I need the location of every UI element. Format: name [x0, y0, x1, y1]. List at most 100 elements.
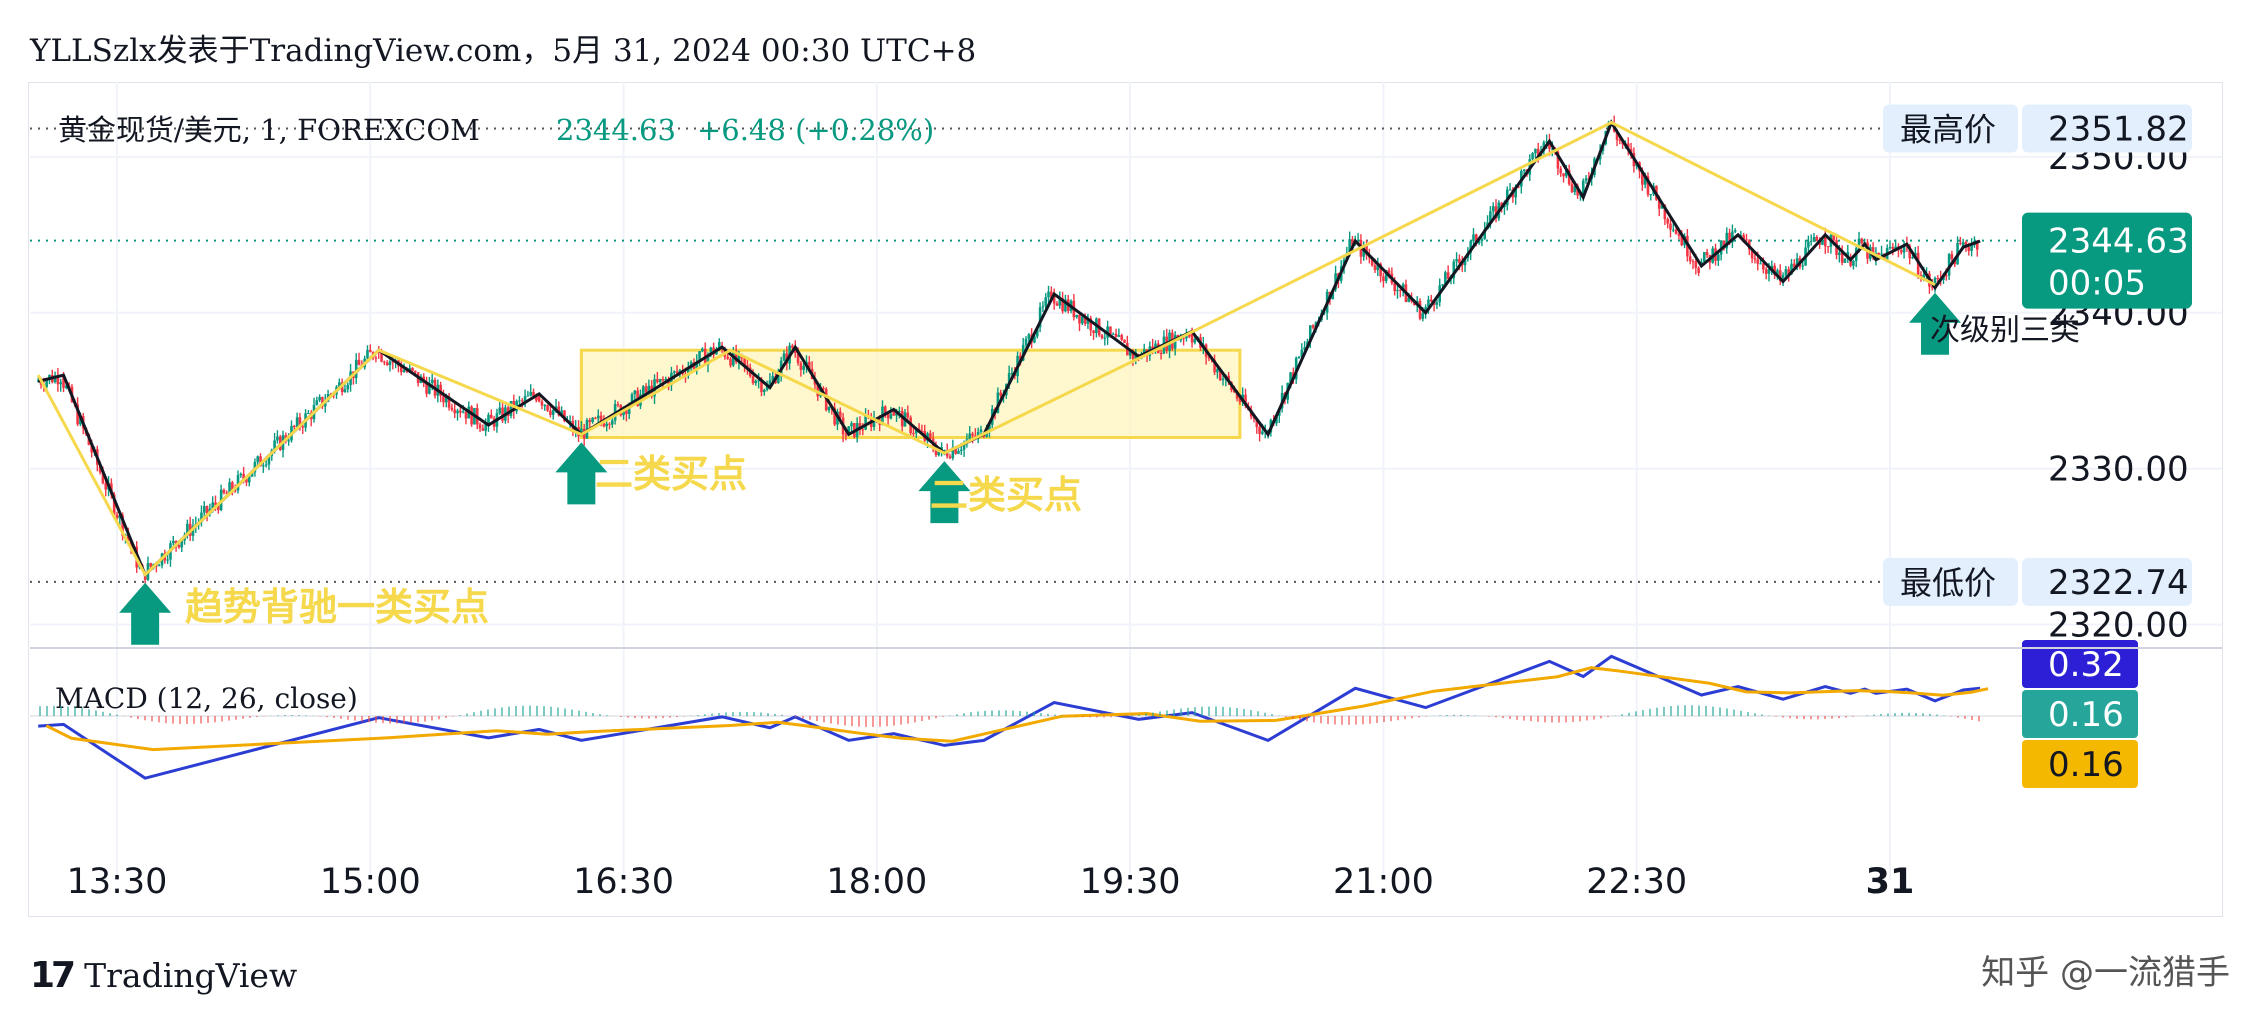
candle-body	[1207, 356, 1211, 359]
candle-body	[1421, 313, 1425, 319]
candle-body	[1081, 316, 1084, 324]
candle-body	[1365, 245, 1368, 255]
candle-body	[802, 365, 805, 370]
candle-body	[1674, 229, 1678, 235]
candle-body	[1550, 148, 1554, 150]
candle-body	[641, 386, 645, 395]
candle-body	[892, 409, 896, 416]
candle-body	[354, 359, 358, 379]
candle-body	[1626, 143, 1630, 149]
candle-body	[1193, 339, 1197, 343]
candle-body	[1100, 335, 1104, 339]
candle-body	[1117, 335, 1121, 337]
candle-body	[1452, 261, 1456, 279]
candle-body	[551, 409, 555, 415]
candle-body	[1567, 170, 1571, 185]
candle-body	[861, 429, 865, 431]
candle-body	[743, 358, 746, 366]
candle-body	[383, 361, 386, 363]
candle-body	[233, 490, 237, 492]
candle-body	[808, 361, 811, 369]
candle-body	[1821, 240, 1824, 245]
candle-body	[1826, 246, 1830, 248]
candle-body	[211, 502, 214, 509]
candle-body	[171, 540, 175, 544]
candle-body	[751, 376, 755, 384]
candle-body	[453, 409, 457, 414]
candle-body	[1843, 258, 1847, 263]
candle-body	[1756, 259, 1760, 264]
candle-body	[1750, 249, 1754, 259]
buy-arrow-icon	[119, 582, 172, 645]
candle-body	[1663, 205, 1667, 220]
candle-body	[1238, 398, 1242, 403]
candle-body	[428, 382, 431, 394]
candle-body	[323, 401, 327, 407]
candle-body	[442, 395, 445, 403]
candle-body	[914, 428, 918, 434]
candle-body	[1672, 229, 1675, 231]
candle-body	[1427, 299, 1430, 308]
candle-body	[276, 436, 279, 441]
candle-body	[1902, 245, 1906, 253]
candle-body	[439, 384, 442, 396]
candle-body	[560, 410, 563, 416]
candle-body	[1657, 199, 1661, 209]
candle-body	[1047, 291, 1050, 298]
macd-line	[38, 654, 1981, 780]
candle-body	[1038, 307, 1042, 328]
candle-body	[1742, 235, 1745, 240]
candle-body	[520, 400, 524, 402]
candle-body	[1840, 252, 1844, 263]
tradingview-logo[interactable]: 17 TradingView	[30, 955, 297, 996]
candle-body	[608, 423, 611, 425]
candle-body	[200, 512, 203, 523]
candle-body	[318, 397, 321, 401]
candle-body	[222, 489, 226, 493]
candle-body	[523, 396, 527, 402]
candle-body	[385, 362, 389, 366]
candle-body	[543, 404, 547, 406]
candle-body	[1812, 236, 1816, 241]
candle-body	[1548, 141, 1551, 149]
candle-body	[143, 574, 147, 580]
candle-body	[1078, 314, 1081, 324]
candle-body	[957, 450, 960, 454]
candle-body	[1733, 230, 1737, 232]
candle-body	[1289, 372, 1292, 383]
candle-body	[478, 424, 482, 429]
candle-body	[191, 526, 195, 536]
candle-body	[256, 456, 260, 462]
candle-body	[526, 395, 530, 397]
candle-body	[262, 465, 265, 467]
candle-body	[214, 502, 217, 506]
candle-body	[1477, 241, 1481, 244]
candle-body	[611, 420, 614, 425]
candle-body	[239, 473, 243, 476]
candle-body	[1787, 269, 1790, 275]
chart-frame[interactable]	[28, 82, 2223, 917]
candle-body	[616, 404, 620, 406]
candle-body	[293, 425, 296, 428]
candle-body	[62, 375, 65, 388]
candle-body	[1123, 339, 1126, 343]
low-label-box	[1883, 557, 2018, 606]
candle-body	[357, 359, 361, 366]
candle-body	[1092, 330, 1095, 334]
candle-body	[1050, 291, 1053, 300]
candle-body	[754, 380, 758, 384]
candle-body	[1010, 373, 1014, 375]
candle-body	[762, 389, 766, 393]
candle-body	[1646, 176, 1650, 195]
logo-text: TradingView	[84, 956, 298, 995]
candle-body	[1725, 232, 1729, 249]
candle-body	[1373, 265, 1377, 271]
candle-body	[464, 411, 468, 419]
buy-arrow-icon	[1909, 292, 1962, 355]
candle-body	[1027, 334, 1031, 339]
candle-body	[402, 370, 406, 373]
candle-body	[1562, 173, 1565, 177]
zigzag-black-line	[37, 119, 1981, 578]
candle-body	[56, 375, 60, 385]
